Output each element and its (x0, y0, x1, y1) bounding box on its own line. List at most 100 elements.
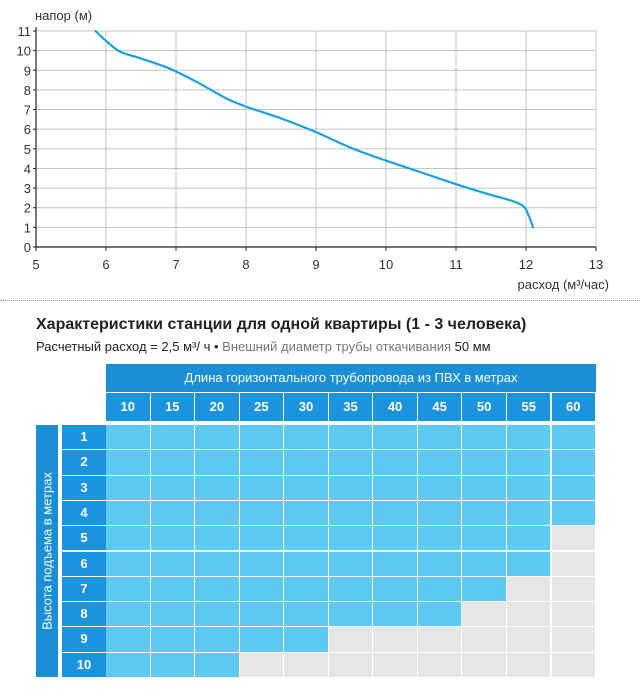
cell-allowed (239, 627, 284, 652)
cell-allowed (284, 551, 328, 576)
cell-allowed (551, 425, 596, 450)
row-header: 9 (62, 627, 106, 652)
cell-allowed (150, 500, 195, 526)
horizontal-pipe-header: Длина горизонтального трубопровода из ПВ… (106, 364, 596, 392)
y-tick-label: 8 (24, 83, 31, 98)
cell-allowed (373, 602, 417, 627)
cell-allowed (417, 602, 462, 627)
cell-allowed (195, 475, 239, 500)
cell-allowed (417, 551, 462, 576)
cell-allowed (328, 425, 373, 450)
cell-allowed (150, 652, 195, 677)
column-header: 40 (373, 393, 417, 421)
row-header: 4 (62, 500, 106, 526)
x-tick-label: 6 (102, 257, 109, 272)
cell-allowed (239, 551, 284, 576)
cell-allowed (239, 576, 284, 602)
cell-allowed (462, 475, 506, 500)
cell-allowed (239, 425, 284, 450)
pipe-diameter-label: Внешний диаметр трубы откачивания (222, 339, 452, 354)
cell-allowed (106, 576, 150, 602)
chart-series (94, 29, 535, 229)
cell-allowed (373, 500, 417, 526)
cell-allowed (106, 652, 150, 677)
cell-allowed (328, 526, 373, 551)
cell-allowed (506, 425, 551, 450)
cell-not-allowed (506, 602, 551, 627)
cell-allowed (417, 526, 462, 551)
x-tick-label: 8 (242, 257, 249, 272)
cell-allowed (462, 500, 506, 526)
cell-not-allowed (551, 602, 596, 627)
y-tick-label: 10 (17, 44, 31, 59)
cell-allowed (284, 526, 328, 551)
cell-allowed (462, 526, 506, 551)
column-header: 25 (239, 393, 284, 421)
x-tick-label: 9 (312, 257, 319, 272)
row-header: 3 (62, 475, 106, 500)
chart-grid (36, 30, 597, 247)
cell-allowed (239, 500, 284, 526)
cell-allowed (195, 500, 239, 526)
row-header: 2 (62, 450, 106, 475)
cell-allowed (506, 526, 551, 551)
cell-allowed (195, 652, 239, 677)
cell-allowed (373, 450, 417, 475)
cell-not-allowed (373, 627, 417, 652)
cell-not-allowed (551, 627, 596, 652)
cell-allowed (106, 475, 150, 500)
column-header: 45 (417, 393, 462, 421)
cell-allowed (195, 627, 239, 652)
cell-allowed (239, 602, 284, 627)
cell-allowed (284, 500, 328, 526)
y-tick-label: 6 (24, 122, 31, 137)
cell-not-allowed (506, 576, 551, 602)
table-subtitle: Расчетный расход = 2,5 м³/ ч • Внешний д… (36, 339, 491, 354)
cell-not-allowed (462, 652, 506, 677)
cell-allowed (417, 450, 462, 475)
cell-allowed (239, 475, 284, 500)
cell-allowed (106, 450, 150, 475)
cell-not-allowed (417, 652, 462, 677)
cell-allowed (284, 450, 328, 475)
cell-allowed (328, 475, 373, 500)
cell-allowed (195, 576, 239, 602)
cell-not-allowed (373, 652, 417, 677)
cell-allowed (195, 602, 239, 627)
cell-allowed (417, 576, 462, 602)
cell-allowed (462, 450, 506, 475)
y-tick-label: 0 (24, 240, 31, 255)
x-tick-label: 5 (32, 257, 39, 272)
cell-allowed (328, 602, 373, 627)
bullet-separator: • (213, 339, 219, 354)
y-axis-label: напор (м) (35, 8, 92, 23)
cell-not-allowed (506, 627, 551, 652)
cell-allowed (284, 475, 328, 500)
cell-not-allowed (239, 652, 284, 677)
column-header: 20 (195, 393, 239, 421)
cell-not-allowed (551, 652, 596, 677)
row-header: 7 (62, 576, 106, 602)
section-divider (0, 300, 640, 301)
cell-allowed (328, 450, 373, 475)
cell-allowed (506, 475, 551, 500)
y-tick-label: 4 (24, 161, 31, 176)
column-header: 50 (462, 393, 506, 421)
table-title: Характеристики станции для одной квартир… (36, 316, 527, 333)
cell-allowed (506, 500, 551, 526)
cell-allowed (106, 500, 150, 526)
cell-allowed (551, 450, 596, 475)
cell-allowed (195, 526, 239, 551)
row-header: 5 (62, 526, 106, 551)
pipe-diameter-value: 50 мм (454, 339, 491, 354)
y-tick-label: 11 (18, 24, 32, 39)
cell-allowed (551, 475, 596, 500)
cell-allowed (106, 627, 150, 652)
y-tick-label: 2 (24, 201, 31, 216)
cell-allowed (506, 450, 551, 475)
cell-allowed (239, 450, 284, 475)
suitability-table: Длина горизонтального трубопровода из ПВ… (36, 364, 596, 680)
cell-allowed (551, 500, 596, 526)
